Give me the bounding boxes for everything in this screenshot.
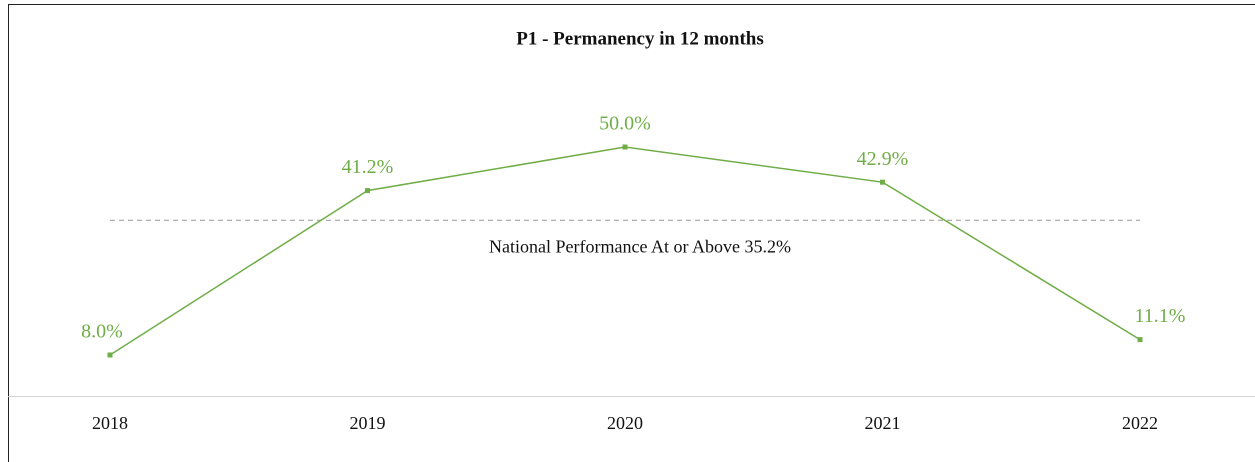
chart-title: P1 - Permanency in 12 months (516, 28, 764, 49)
data-label: 11.1% (1135, 305, 1186, 327)
x-tick-label: 2021 (865, 413, 901, 433)
data-label: 8.0% (81, 321, 123, 343)
data-point (1137, 337, 1143, 343)
data-label: 41.2% (342, 156, 394, 178)
data-point (365, 188, 370, 194)
data-point (880, 179, 885, 185)
x-tick-label: 2022 (1122, 413, 1158, 433)
x-tick-label: 2018 (92, 413, 128, 433)
data-label: 42.9% (857, 148, 909, 170)
reference-label: National Performance At or Above 35.2% (489, 236, 791, 256)
x-tick-label: 2019 (350, 413, 386, 433)
chart-frame (8, 4, 1255, 462)
data-point (622, 144, 628, 150)
data-label: 50.0% (599, 113, 651, 135)
x-tick-label: 2020 (607, 413, 643, 433)
data-point (107, 352, 113, 358)
